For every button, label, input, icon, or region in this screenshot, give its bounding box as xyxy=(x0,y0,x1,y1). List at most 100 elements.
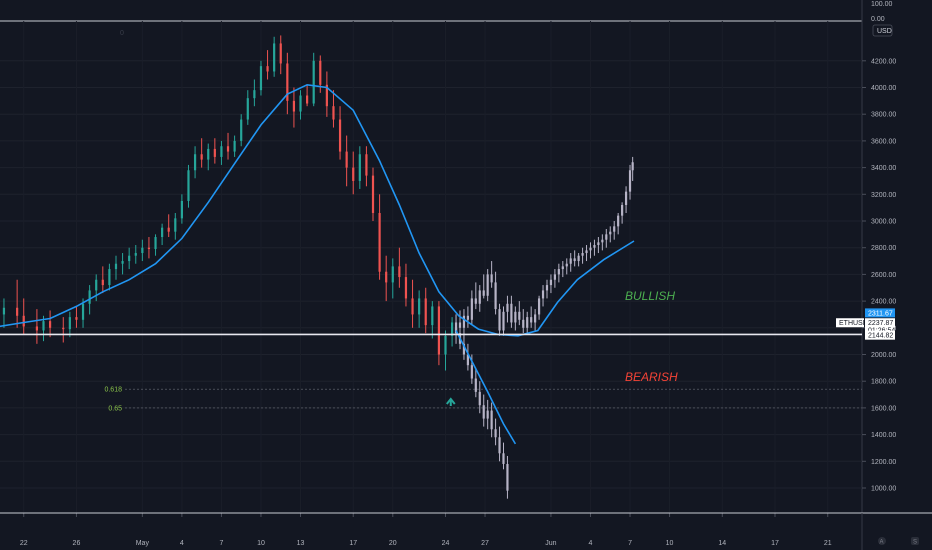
candle-body xyxy=(259,66,263,91)
projection-candle-body xyxy=(631,162,634,171)
candle-body xyxy=(345,151,348,168)
projection-candle-body xyxy=(486,274,489,296)
y-tick-label: 1400.00 xyxy=(871,432,896,439)
y-tick-label: 2000.00 xyxy=(871,352,896,359)
auto-scale-button[interactable]: A xyxy=(878,537,886,546)
candle-body xyxy=(42,321,45,331)
candle-body xyxy=(292,100,296,112)
candle-body xyxy=(266,66,269,72)
candle-body xyxy=(358,154,361,181)
currency-selector[interactable]: USD xyxy=(872,24,893,37)
projection-candle-body xyxy=(605,234,608,240)
bearish-label: BEARISH xyxy=(625,370,678,384)
settings-button[interactable]: S xyxy=(911,537,919,546)
x-tick-label: 4 xyxy=(589,540,593,547)
projection-candle-body xyxy=(577,255,580,262)
bearish-candle-body xyxy=(470,365,473,379)
candle-body xyxy=(299,95,302,112)
candle-body xyxy=(325,84,328,107)
candle-body xyxy=(88,290,91,304)
auto-scale-icon: A xyxy=(880,540,884,546)
projection-candle-body xyxy=(569,258,572,264)
y-tick-label: 3600.00 xyxy=(871,138,896,145)
grid-layer xyxy=(0,21,862,513)
svg-text:2311.67: 2311.67 xyxy=(868,310,893,317)
projection-candle-body xyxy=(613,226,616,232)
projection-candle-body xyxy=(534,314,537,323)
candles-bullish-projection xyxy=(454,156,634,344)
projection-candle-body xyxy=(549,279,553,286)
top-indicator-pane: 0 100.00 0.00 xyxy=(0,0,893,513)
level-price-box: 2144.82 xyxy=(865,330,895,340)
candle-body xyxy=(411,298,414,315)
candle-body xyxy=(161,227,164,238)
candle-body xyxy=(431,306,434,326)
x-tick-label: 17 xyxy=(349,540,357,547)
candle-body xyxy=(220,146,223,157)
candle-body xyxy=(81,303,85,320)
y-tick-label: 2800.00 xyxy=(871,245,896,252)
x-tick-label: Jun xyxy=(545,540,556,547)
candle-body xyxy=(167,227,170,232)
candle-body xyxy=(187,170,190,201)
x-tick-label: 20 xyxy=(389,540,397,547)
projection-candle-body xyxy=(482,290,485,296)
projection-candle-body xyxy=(553,274,556,280)
projection-candle-body xyxy=(585,250,588,254)
candle-body xyxy=(48,321,52,328)
projection-candle-body xyxy=(621,204,624,216)
y-tick-label: 2400.00 xyxy=(871,299,896,306)
fib-level-label: 0.618 xyxy=(104,387,122,394)
x-tick-label: 24 xyxy=(442,540,450,547)
projection-candle-body xyxy=(502,311,505,331)
y-tick-label: 4200.00 xyxy=(871,58,896,65)
candle-body xyxy=(437,306,441,355)
x-tick-label: 22 xyxy=(20,540,28,547)
projection-candle-body xyxy=(522,319,525,328)
up-arrow-icon xyxy=(445,397,456,406)
y-tick-label: 2600.00 xyxy=(871,272,896,279)
projection-candle-body xyxy=(593,245,596,248)
bearish-candle-body xyxy=(478,391,481,406)
candle-body xyxy=(371,175,375,213)
x-tick-label: 27 xyxy=(481,540,489,547)
projection-candle-body xyxy=(490,274,493,283)
projection-candle-body xyxy=(518,311,521,320)
bearish-candle-body xyxy=(462,343,466,355)
y-tick-label: 3200.00 xyxy=(871,192,896,199)
candle-body xyxy=(365,154,368,176)
bearish-candle-body xyxy=(498,437,501,454)
x-tick-label: 10 xyxy=(257,540,265,547)
annotations: BULLISH BEARISH xyxy=(445,289,678,406)
bearish-candle-body xyxy=(482,405,485,419)
candle-body xyxy=(404,277,408,299)
candle-body xyxy=(16,307,19,316)
projection-candle-body xyxy=(589,247,592,251)
candle-body xyxy=(226,146,230,152)
candle-body xyxy=(62,327,65,330)
candle-body xyxy=(213,148,216,157)
projection-candle-body xyxy=(474,298,477,304)
candle-body xyxy=(312,60,315,104)
svg-text:2237.87: 2237.87 xyxy=(868,320,893,327)
projection-candle-body xyxy=(510,303,513,323)
top-pane-tick-100: 100.00 xyxy=(871,1,893,8)
fib-level-label: 0.65 xyxy=(108,405,122,412)
candle-body xyxy=(306,95,309,104)
projection-candle-body xyxy=(498,309,501,331)
moving-average-line xyxy=(0,83,635,337)
currency-label: USD xyxy=(877,28,892,35)
candle-body xyxy=(378,212,381,272)
y-tick-label: 1800.00 xyxy=(871,379,896,386)
bearish-candle-body xyxy=(474,378,477,392)
candle-body xyxy=(286,63,289,101)
settings-icon: S xyxy=(913,540,917,546)
candle-body xyxy=(450,322,454,336)
y-axis-labels: 1000.00 1200.00 1400.00 1600.00 1800.00 2000.… xyxy=(862,58,896,493)
candle-body xyxy=(253,90,256,99)
candles-historical xyxy=(2,35,454,371)
candle-body xyxy=(246,98,249,120)
